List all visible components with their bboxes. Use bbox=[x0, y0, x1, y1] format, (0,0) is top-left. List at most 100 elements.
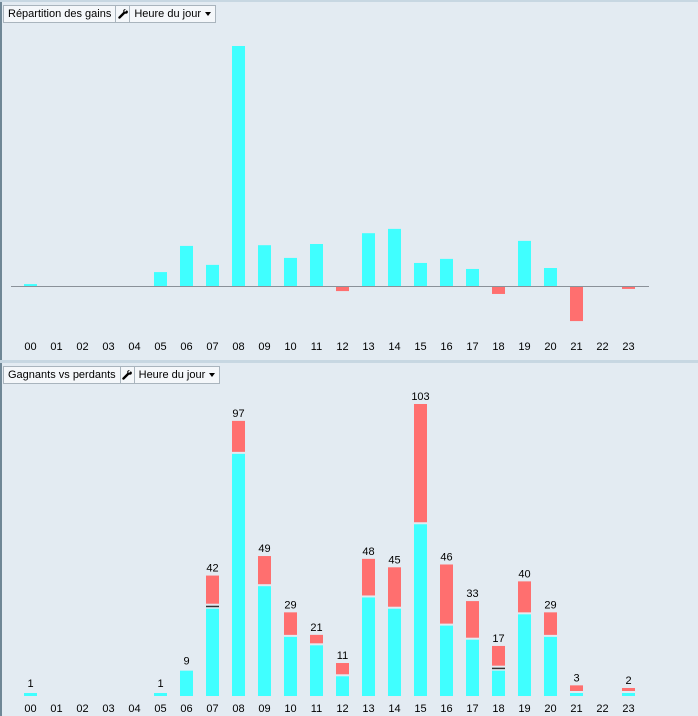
bar-total-label: 49 bbox=[258, 543, 270, 555]
hour-of-day-dropdown[interactable]: Heure du jour bbox=[130, 5, 216, 23]
chart-title-button[interactable]: Répartition des gains bbox=[3, 5, 117, 23]
x-tick-label: 06 bbox=[180, 703, 192, 715]
x-tick-label: 19 bbox=[518, 341, 530, 353]
bar-hour-10 bbox=[284, 257, 297, 286]
bar-losers-hour-17 bbox=[466, 601, 479, 638]
bar-winners-hour-12 bbox=[336, 676, 349, 696]
bar-hour-05 bbox=[154, 272, 167, 286]
bar-losers-hour-14 bbox=[388, 567, 401, 607]
x-tick-label: 23 bbox=[622, 703, 634, 715]
x-tick-label: 10 bbox=[284, 703, 296, 715]
bar-winners-hour-10 bbox=[284, 636, 297, 696]
wrench-icon bbox=[122, 370, 133, 380]
bar-winners-hour-13 bbox=[362, 597, 375, 696]
bar-winners-hour-15 bbox=[414, 524, 427, 696]
bar-total-label: 29 bbox=[544, 599, 556, 611]
bar-total-label: 29 bbox=[284, 599, 296, 611]
bar-hour-20 bbox=[544, 268, 557, 286]
bar-total-label: 2 bbox=[625, 675, 631, 687]
dropdown-label: Heure du jour bbox=[138, 369, 206, 381]
bar-hour-13 bbox=[362, 233, 375, 286]
bar-neutral-hour-07 bbox=[206, 605, 219, 608]
x-tick-label: 13 bbox=[362, 703, 374, 715]
x-tick-label: 00 bbox=[24, 703, 36, 715]
settings-button[interactable] bbox=[116, 5, 131, 23]
panel-edge bbox=[0, 363, 2, 716]
bar-hour-19 bbox=[518, 240, 531, 286]
wrench-icon bbox=[118, 9, 128, 19]
bar-hour-17 bbox=[466, 268, 479, 286]
bar-winners-hour-00 bbox=[24, 693, 37, 696]
bar-winners-hour-06 bbox=[180, 670, 193, 696]
bar-winners-hour-18 bbox=[492, 670, 505, 696]
bar-losers-hour-19 bbox=[518, 581, 531, 613]
x-tick-label: 08 bbox=[232, 703, 244, 715]
bar-total-label: 11 bbox=[337, 650, 348, 662]
bar-winners-hour-19 bbox=[518, 614, 531, 696]
bar-winners-hour-08 bbox=[232, 453, 245, 696]
bar-hour-12 bbox=[336, 287, 349, 292]
bar-hour-08 bbox=[232, 46, 245, 286]
x-tick-label: 17 bbox=[466, 703, 478, 715]
x-tick-label: 07 bbox=[206, 341, 218, 353]
bar-hour-14 bbox=[388, 228, 401, 286]
bar-losers-hour-23 bbox=[622, 688, 635, 691]
x-tick-label: 01 bbox=[50, 703, 62, 715]
bar-hour-00 bbox=[24, 284, 37, 286]
bar-hour-07 bbox=[206, 264, 219, 286]
x-tick-label: 04 bbox=[128, 703, 140, 715]
bar-losers-hour-15 bbox=[414, 404, 427, 523]
bar-total-label: 33 bbox=[466, 588, 478, 600]
caret-down-icon bbox=[209, 373, 216, 377]
bar-winners-hour-23 bbox=[622, 693, 635, 696]
bar-hour-15 bbox=[414, 262, 427, 286]
bar-winners-hour-16 bbox=[440, 625, 453, 696]
x-tick-label: 23 bbox=[622, 341, 634, 353]
x-tick-label: 03 bbox=[102, 703, 114, 715]
bar-losers-hour-11 bbox=[310, 634, 323, 644]
x-tick-label: 01 bbox=[50, 341, 62, 353]
x-tick-label: 11 bbox=[311, 703, 322, 715]
bar-total-label: 1 bbox=[157, 678, 163, 690]
x-tick-label: 05 bbox=[154, 341, 166, 353]
bar-losers-hour-18 bbox=[492, 645, 505, 666]
winners-vs-losers-chart: 1 00 01 02 03 04 1 05 9 06 42 07 97 08 49 09 29 10 21 11 11 1… bbox=[24, 391, 635, 715]
bar-winners-hour-17 bbox=[466, 639, 479, 696]
bar-losers-hour-10 bbox=[284, 612, 297, 635]
dropdown-label: Heure du jour bbox=[134, 8, 201, 20]
bar-hour-21 bbox=[570, 287, 583, 322]
x-tick-label: 15 bbox=[414, 341, 426, 353]
bar-hour-18 bbox=[492, 287, 505, 294]
bar-losers-hour-13 bbox=[362, 558, 375, 596]
bar-total-label: 40 bbox=[518, 568, 530, 580]
bar-neutral-hour-18 bbox=[492, 667, 505, 670]
x-tick-label: 20 bbox=[544, 703, 556, 715]
x-tick-label: 21 bbox=[570, 341, 582, 353]
x-tick-label: 11 bbox=[311, 341, 322, 353]
chart-toolbar: Gagnants vs perdants Heure du jour bbox=[3, 366, 221, 384]
bar-total-label: 46 bbox=[440, 551, 452, 563]
bar-winners-hour-21 bbox=[570, 693, 583, 696]
settings-button[interactable] bbox=[120, 366, 135, 384]
winners-vs-losers-panel: Gagnants vs perdants Heure du jour 1 00 01… bbox=[0, 360, 698, 716]
bar-losers-hour-07 bbox=[206, 575, 219, 604]
bar-total-label: 21 bbox=[310, 622, 322, 634]
bar-total-label: 45 bbox=[388, 554, 400, 566]
bar-total-label: 103 bbox=[411, 391, 429, 403]
x-tick-label: 16 bbox=[440, 703, 452, 715]
bar-losers-hour-09 bbox=[258, 556, 271, 585]
bar-losers-hour-08 bbox=[232, 420, 245, 452]
x-tick-label: 22 bbox=[596, 703, 608, 715]
x-tick-label: 07 bbox=[206, 703, 218, 715]
x-tick-label: 06 bbox=[180, 341, 192, 353]
x-tick-label: 16 bbox=[440, 341, 452, 353]
x-tick-label: 14 bbox=[388, 703, 400, 715]
hour-of-day-dropdown[interactable]: Heure du jour bbox=[134, 366, 221, 384]
bar-losers-hour-20 bbox=[544, 612, 557, 635]
gains-distribution-panel: Répartition des gains Heure du jour 00 01… bbox=[0, 0, 698, 360]
panel-edge bbox=[0, 2, 2, 360]
chart-title-button[interactable]: Gagnants vs perdants bbox=[3, 366, 121, 384]
bar-hour-09 bbox=[258, 245, 271, 286]
x-tick-label: 13 bbox=[362, 341, 374, 353]
bar-total-label: 3 bbox=[573, 672, 579, 684]
